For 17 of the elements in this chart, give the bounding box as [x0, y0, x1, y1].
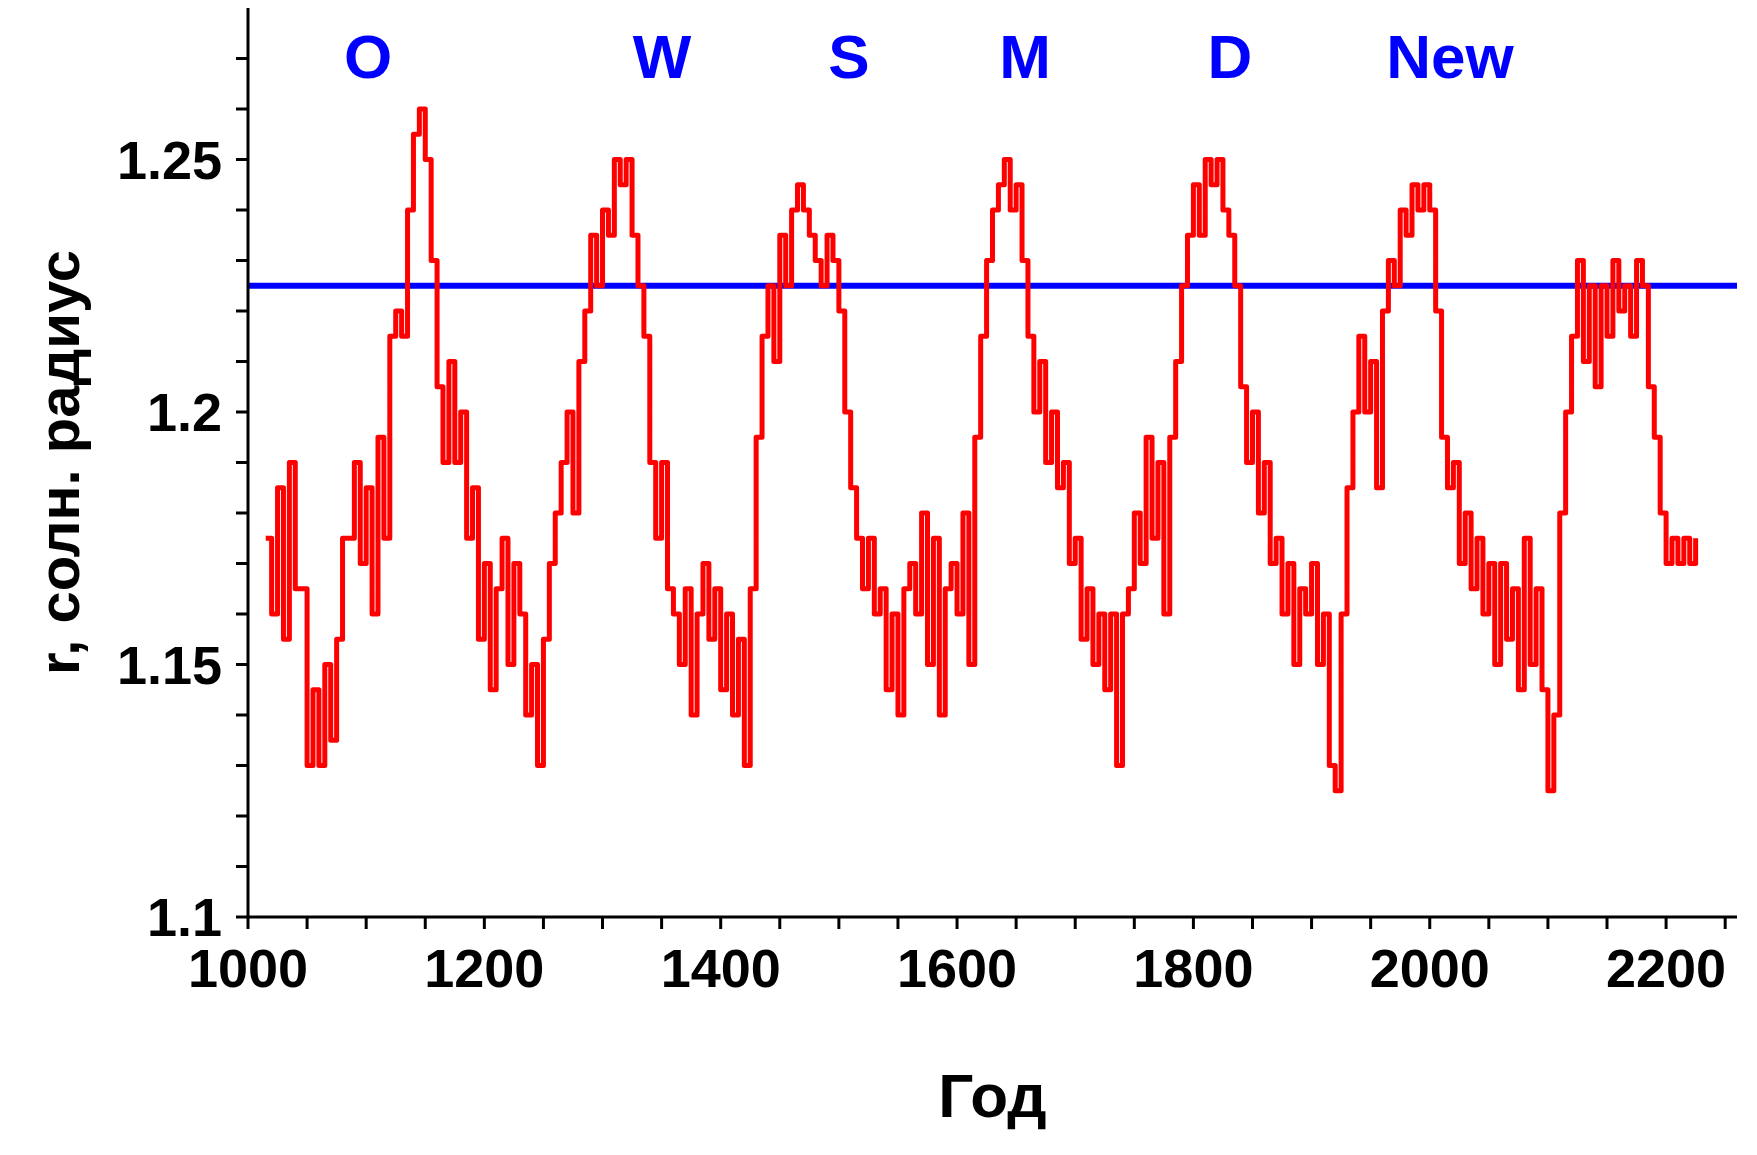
- annotation: M: [999, 22, 1051, 91]
- x-tick-label: 1600: [896, 938, 1018, 999]
- annotation: D: [1207, 22, 1253, 91]
- y-tick-label: 1.15: [116, 634, 222, 695]
- x-tick-label: 1200: [424, 938, 545, 999]
- annotation: New: [1386, 22, 1514, 91]
- y-tick-label: 1.2: [146, 382, 222, 443]
- annotation: W: [632, 22, 692, 91]
- y-axis-title: r, солн. радиус: [25, 249, 91, 676]
- annotation: O: [343, 22, 393, 91]
- x-tick-label: 2200: [1606, 938, 1727, 999]
- x-tick-label: 1400: [660, 938, 781, 999]
- x-axis-title: Год: [938, 1061, 1047, 1130]
- y-tick-label: 1.25: [116, 129, 222, 190]
- x-tick-label: 2000: [1369, 938, 1490, 999]
- x-tick-label: 1800: [1133, 938, 1254, 999]
- annotation: S: [828, 22, 870, 91]
